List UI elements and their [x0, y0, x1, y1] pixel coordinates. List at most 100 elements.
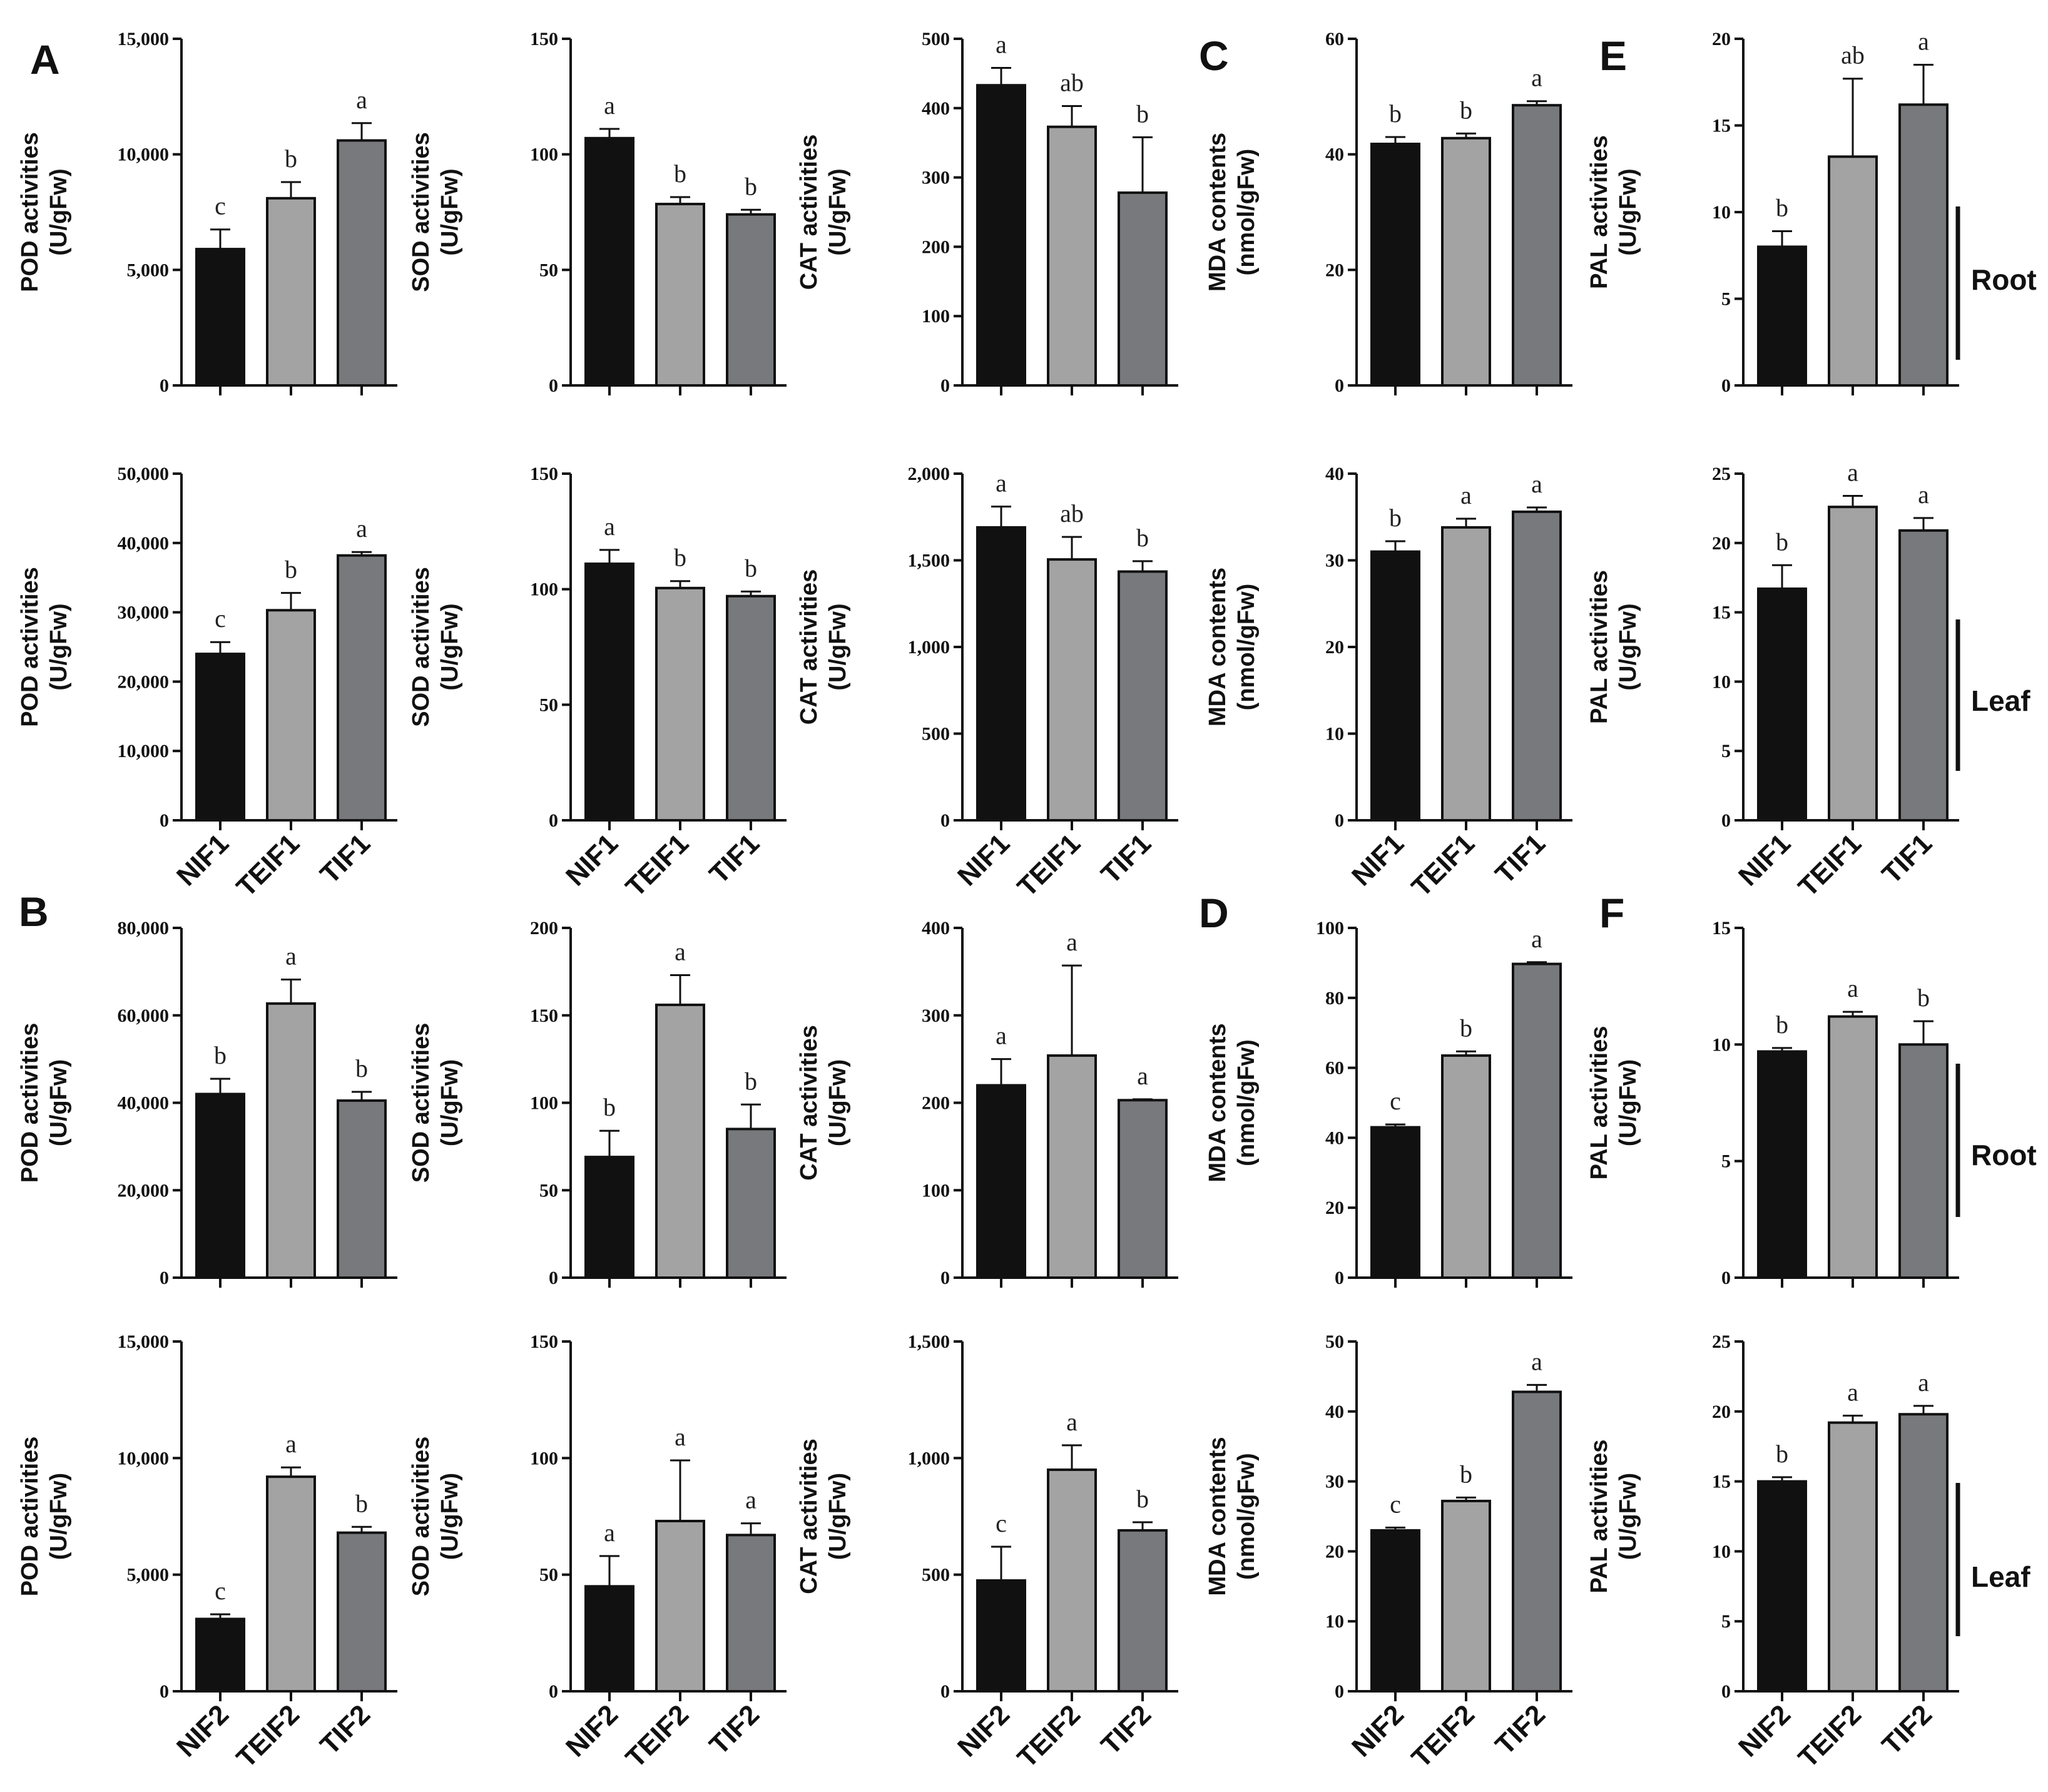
- chart-20-y-tick-label: 15: [1712, 1472, 1731, 1492]
- chart-5-bar-teif1: [1828, 155, 1878, 387]
- chart-7-category-label-3: TIF1: [703, 828, 765, 890]
- chart-3-y-tick-label: 300: [922, 168, 950, 188]
- chart-18-category-label-3: TIF2: [1095, 1699, 1157, 1761]
- chart-20-y-label-1: PAL activities: [1586, 1440, 1612, 1594]
- chart-2: 0 50 100 150 SOD activities (U/gFw) a b b: [408, 29, 787, 396]
- chart-4-y-label-1: MDA contents: [1205, 133, 1231, 292]
- chart-15-y-tick-label: 5: [1721, 1151, 1731, 1172]
- organ-label-leaf-1: Leaf: [1971, 685, 2030, 717]
- chart-1-bar-tif1: [337, 139, 387, 387]
- chart-11-sig-letter-3: b: [355, 1054, 368, 1082]
- chart-12-sig-letter-3: b: [745, 1067, 757, 1095]
- chart-6-category-label-3: TIF1: [314, 828, 376, 890]
- chart-7-sig-letter-1: a: [604, 512, 615, 541]
- chart-5-sig-letter-1: b: [1776, 193, 1788, 221]
- chart-17-bar-teif2: [655, 1519, 705, 1693]
- chart-8-category-label-1: NIF1: [952, 828, 1016, 892]
- chart-6-y-tick-label: 40,000: [118, 533, 170, 554]
- chart-16-bar-nif2: [195, 1617, 245, 1693]
- chart-5-y-tick-label: 0: [1721, 375, 1731, 396]
- chart-7-category-label-1: NIF1: [560, 828, 624, 892]
- chart-18-bar-nif2: [976, 1579, 1026, 1693]
- chart-11-bar-nif2: [195, 1092, 245, 1280]
- chart-14-y-tick-label: 40: [1325, 1128, 1344, 1148]
- chart-12-bar-teif2: [655, 1003, 705, 1279]
- chart-20-sig-letter-1: b: [1776, 1440, 1788, 1468]
- chart-13-sig-letter-1: a: [996, 1022, 1007, 1050]
- chart-8-y-tick-label: 500: [922, 724, 950, 745]
- chart-16-sig-letter-2: a: [285, 1430, 297, 1458]
- chart-11-bar-teif2: [266, 1002, 316, 1280]
- chart-17-category-label-2: TEIF2: [620, 1699, 695, 1773]
- chart-13-y-tick-label: 300: [922, 1005, 950, 1026]
- chart-2-y-label-2: (U/gFw): [437, 168, 463, 255]
- chart-4-sig-letter-1: b: [1389, 99, 1402, 128]
- chart-10-y-tick-label: 10: [1712, 671, 1731, 692]
- chart-18-y-tick-label: 1,500: [908, 1331, 950, 1352]
- chart-7-bar-teif1: [655, 586, 705, 822]
- chart-9-sig-letter-3: a: [1531, 470, 1542, 498]
- chart-3-y-tick-label: 500: [922, 29, 950, 49]
- chart-6-y-tick-label: 50,000: [118, 464, 170, 484]
- chart-9-y-tick-label: 0: [1335, 810, 1344, 831]
- chart-20-y-label-2: (U/gFw): [1615, 1473, 1641, 1560]
- chart-14-y-tick-label: 100: [1316, 918, 1344, 939]
- chart-7-y-label-1: SOD activities: [408, 567, 434, 727]
- chart-14-y-label-2: (nmol/gFw): [1233, 1039, 1260, 1166]
- chart-17-y-tick-label: 150: [530, 1331, 558, 1352]
- chart-11-y-label-1: POD activities: [17, 1023, 43, 1183]
- chart-8-sig-letter-2: ab: [1060, 499, 1084, 527]
- chart-18: 0 500 1,000 1,500 CAT activities (U/gFw) c NIF2…: [796, 1331, 1178, 1774]
- chart-18-bar-teif2: [1047, 1468, 1097, 1693]
- chart-20-category-label-3: TIF2: [1876, 1699, 1938, 1761]
- chart-4-sig-letter-3: a: [1531, 64, 1542, 92]
- organ-label-root-1: Root: [1971, 263, 2037, 296]
- chart-13-bar-nif2: [976, 1084, 1026, 1280]
- chart-15-sig-letter-1: b: [1776, 1011, 1788, 1039]
- chart-12-y-tick-label: 200: [530, 918, 558, 939]
- chart-12-bar-tif2: [726, 1128, 776, 1280]
- chart-19-y-tick-label: 30: [1325, 1472, 1344, 1492]
- chart-17-y-tick-label: 50: [539, 1565, 558, 1586]
- chart-2-bar-teif1: [655, 203, 705, 387]
- chart-8-bar-tif1: [1118, 570, 1168, 822]
- chart-13-sig-letter-3: a: [1137, 1062, 1148, 1090]
- chart-2-y-tick-label: 0: [549, 375, 558, 396]
- panel-letter-b: B: [19, 888, 49, 935]
- chart-11-y-tick-label: 80,000: [118, 918, 170, 939]
- chart-15-sig-letter-2: a: [1847, 974, 1858, 1002]
- chart-9-y-label-2: (nmol/gFw): [1233, 584, 1260, 711]
- chart-3-y-tick-label: 400: [922, 98, 950, 119]
- chart-8-bar-nif1: [976, 526, 1026, 822]
- chart-9-category-label-3: TIF1: [1489, 828, 1551, 890]
- chart-1-bar-teif1: [266, 196, 316, 387]
- chart-16-y-tick-label: 5,000: [127, 1565, 170, 1586]
- chart-19-y-tick-label: 0: [1335, 1681, 1344, 1702]
- chart-6-y-label-2: (U/gFw): [46, 603, 72, 690]
- chart-18-y-tick-label: 1,000: [908, 1448, 950, 1469]
- chart-4: 0 20 40 60 MDA contents (nmol/gFw) b b a: [1205, 29, 1572, 396]
- chart-1-y-label-2: (U/gFw): [46, 168, 72, 255]
- chart-5-y-label-1: PAL activities: [1586, 135, 1612, 289]
- chart-10-y-tick-label: 0: [1721, 810, 1731, 831]
- chart-8-y-tick-label: 0: [940, 810, 950, 831]
- chart-14-y-label-1: MDA contents: [1205, 1023, 1231, 1182]
- chart-13-y-tick-label: 200: [922, 1093, 950, 1114]
- chart-4-bar-tif1: [1512, 104, 1562, 387]
- chart-14: 0 20 40 60 80 100 MDA contents (nmol/gFw) c b a: [1205, 918, 1572, 1288]
- chart-9-y-tick-label: 20: [1325, 637, 1344, 658]
- chart-13-y-label-1: CAT activities: [796, 1025, 822, 1180]
- chart-17-sig-letter-1: a: [604, 1519, 615, 1547]
- chart-2-sig-letter-1: a: [604, 91, 615, 120]
- chart-1-sig-letter-1: c: [215, 192, 226, 220]
- chart-3-y-label-2: (U/gFw): [825, 168, 851, 255]
- chart-20-y-tick-label: 20: [1712, 1402, 1731, 1422]
- chart-15-y-tick-label: 15: [1712, 918, 1731, 939]
- chart-12-y-label-2: (U/gFw): [437, 1059, 463, 1146]
- chart-18-sig-letter-1: c: [996, 1509, 1007, 1537]
- chart-18-y-label-1: CAT activities: [796, 1438, 822, 1594]
- chart-6-category-label-1: NIF1: [171, 828, 235, 892]
- chart-4-y-tick-label: 20: [1325, 260, 1344, 280]
- chart-14-sig-letter-3: a: [1531, 925, 1542, 953]
- chart-17-sig-letter-2: a: [675, 1423, 686, 1451]
